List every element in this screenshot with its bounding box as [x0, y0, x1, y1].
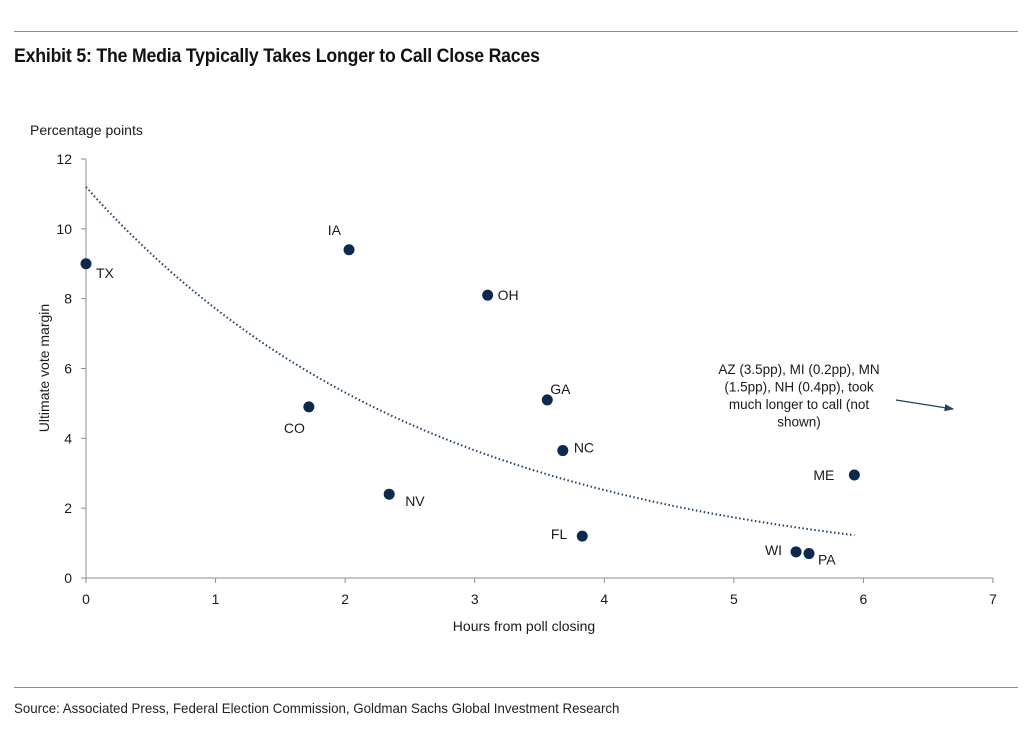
point-label-nc: NC: [574, 440, 594, 456]
annotation-line: much longer to call (not: [729, 397, 870, 412]
annotation-line: AZ (3.5pp), MI (0.2pp), MN: [718, 362, 879, 377]
point-label-fl: FL: [551, 526, 568, 542]
data-point-wi: [790, 546, 802, 558]
data-point-nv: [383, 488, 395, 500]
x-tick-label: 0: [82, 591, 90, 607]
data-point-me: [848, 469, 860, 481]
data-points: TX IA OH CO GA NC NV FL ME WI PA: [80, 222, 860, 568]
point-label-ia: IA: [328, 222, 342, 238]
trendline-group: [85, 186, 855, 537]
point-label-nv: NV: [405, 493, 425, 509]
data-point-oh: [482, 289, 494, 301]
data-point-ga: [541, 394, 553, 406]
point-label-ga: GA: [550, 381, 571, 397]
x-tick-label: 3: [471, 591, 479, 607]
point-label-wi: WI: [765, 542, 782, 558]
data-point-tx: [80, 258, 92, 270]
top-rule: [14, 31, 1018, 32]
y-axis-label: Ultimate vote margin: [36, 304, 52, 432]
annotation-line: (1.5pp), NH (0.4pp), took: [724, 380, 874, 395]
bottom-rule: [14, 687, 1018, 688]
x-axis-label: Hours from poll closing: [453, 618, 595, 634]
data-point-nc: [557, 445, 569, 457]
trendline: [85, 186, 855, 537]
annotation-line: shown): [777, 415, 821, 430]
data-point-co: [303, 401, 315, 413]
x-tick-label: 6: [860, 591, 868, 607]
y-unit-label: Percentage points: [30, 122, 143, 138]
x-tick-label: 2: [341, 591, 349, 607]
data-point-fl: [576, 530, 588, 542]
y-tick-label: 2: [64, 500, 72, 516]
exhibit-title: Exhibit 5: The Media Typically Takes Lon…: [14, 46, 540, 67]
y-tick-label: 4: [64, 430, 72, 446]
point-label-me: ME: [813, 467, 834, 483]
y-tick-label: 6: [64, 361, 72, 377]
point-label-oh: OH: [498, 287, 519, 303]
point-label-pa: PA: [818, 552, 836, 568]
x-tick-label: 1: [212, 591, 220, 607]
y-tick-label: 10: [56, 221, 72, 237]
annotation-arrow: [895, 399, 955, 412]
point-label-tx: TX: [96, 265, 115, 281]
data-point-pa: [803, 548, 815, 560]
x-tick-label: 5: [730, 591, 738, 607]
y-tick-label: 8: [64, 291, 72, 307]
annotation-group: AZ (3.5pp), MI (0.2pp), MN (1.5pp), NH (0…: [718, 362, 955, 430]
point-label-co: CO: [284, 420, 305, 436]
source-note: Source: Associated Press, Federal Electi…: [14, 700, 620, 716]
x-tick-label: 4: [600, 591, 608, 607]
y-tick-label: 12: [56, 151, 72, 167]
data-point-ia: [343, 244, 355, 256]
x-tick-label: 7: [989, 591, 997, 607]
y-tick-label: 0: [64, 570, 72, 586]
